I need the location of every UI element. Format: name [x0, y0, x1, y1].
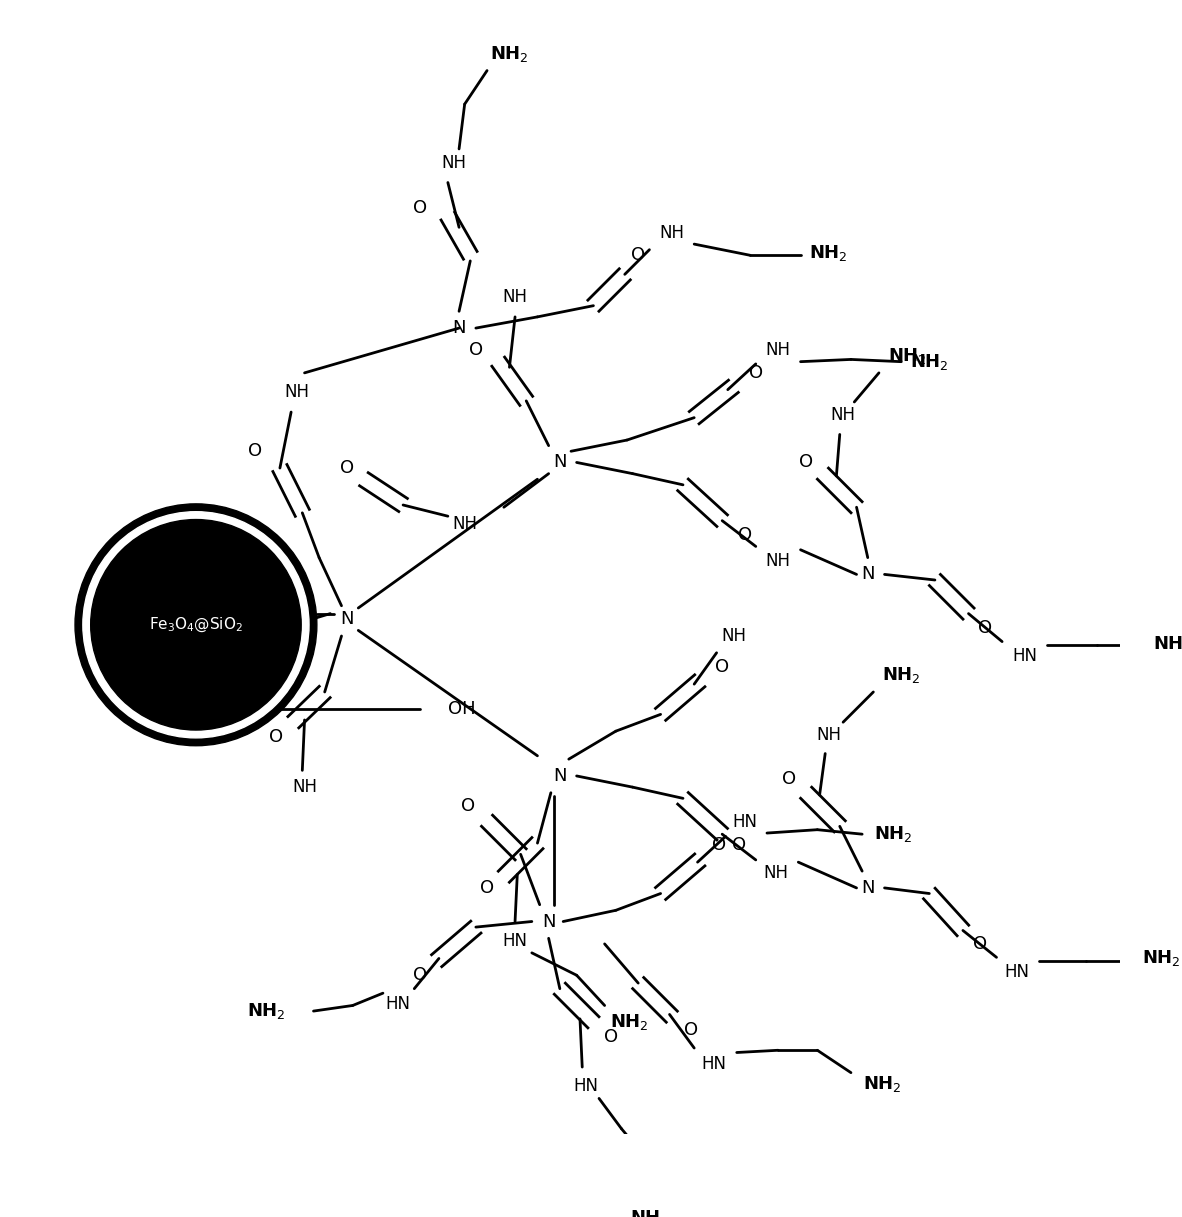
Text: NH: NH — [660, 224, 684, 242]
Text: NH$_2$: NH$_2$ — [882, 666, 921, 685]
Text: O: O — [782, 770, 797, 789]
Circle shape — [91, 520, 301, 730]
Text: NH$_2$: NH$_2$ — [630, 1208, 669, 1217]
Text: NH: NH — [214, 538, 239, 555]
Text: NH: NH — [284, 383, 310, 400]
Text: NH: NH — [453, 515, 478, 533]
Circle shape — [74, 504, 317, 746]
Text: NH$_2$: NH$_2$ — [910, 352, 949, 371]
Text: O: O — [748, 364, 762, 382]
Text: O: O — [461, 797, 475, 815]
Text: NH: NH — [831, 406, 856, 425]
Text: N: N — [553, 767, 566, 785]
Text: N: N — [453, 319, 466, 337]
Text: NH$_2$: NH$_2$ — [888, 346, 927, 366]
Text: O: O — [715, 658, 729, 677]
Text: NH: NH — [502, 287, 527, 305]
Text: HN: HN — [732, 813, 758, 831]
Text: O: O — [248, 442, 262, 460]
Text: NH: NH — [766, 553, 791, 570]
Text: O: O — [480, 879, 494, 897]
Text: HN: HN — [573, 1077, 598, 1095]
Text: N: N — [541, 913, 556, 931]
Text: NH: NH — [721, 627, 746, 645]
Text: O: O — [683, 1021, 697, 1039]
Text: O: O — [973, 935, 987, 953]
Text: N: N — [553, 454, 566, 471]
Text: N: N — [340, 610, 353, 628]
Circle shape — [83, 511, 309, 738]
Text: NH$_2$: NH$_2$ — [610, 1013, 649, 1032]
Text: NH$_2$: NH$_2$ — [491, 44, 528, 63]
Text: HN: HN — [702, 1055, 727, 1072]
Text: O: O — [413, 200, 427, 218]
Text: HN: HN — [385, 996, 410, 1014]
Text: O: O — [212, 582, 226, 600]
Text: O: O — [604, 1028, 618, 1045]
Text: NH$_2$: NH$_2$ — [810, 243, 847, 263]
Text: OH: OH — [448, 700, 475, 718]
Text: HN: HN — [1005, 963, 1030, 981]
Text: N: N — [860, 566, 875, 583]
Text: O: O — [738, 526, 752, 544]
Text: NH$_2$: NH$_2$ — [1142, 948, 1181, 969]
Text: NH$_2$: NH$_2$ — [1152, 634, 1182, 654]
Text: NH$_2$: NH$_2$ — [863, 1073, 902, 1094]
Text: O: O — [469, 342, 483, 359]
Text: HN: HN — [502, 931, 527, 949]
Text: HN: HN — [1012, 647, 1037, 666]
Text: O: O — [732, 836, 746, 854]
Text: N: N — [860, 879, 875, 897]
Text: NH: NH — [441, 155, 466, 173]
Text: NH$_2$: NH$_2$ — [247, 1002, 286, 1021]
Text: NH$_2$: NH$_2$ — [875, 824, 913, 845]
Text: O: O — [269, 728, 284, 746]
Text: O: O — [413, 966, 427, 985]
Text: O: O — [631, 246, 645, 264]
Text: Fe$_3$O$_4$$@$SiO$_2$: Fe$_3$O$_4$$@$SiO$_2$ — [149, 616, 243, 634]
Text: O: O — [340, 459, 355, 477]
Text: O: O — [712, 836, 726, 854]
Text: O: O — [799, 454, 813, 471]
Text: NH: NH — [292, 778, 317, 796]
Text: NH: NH — [816, 725, 842, 744]
Text: NH: NH — [764, 864, 788, 882]
Text: O: O — [979, 619, 993, 638]
Text: NH: NH — [766, 342, 791, 359]
